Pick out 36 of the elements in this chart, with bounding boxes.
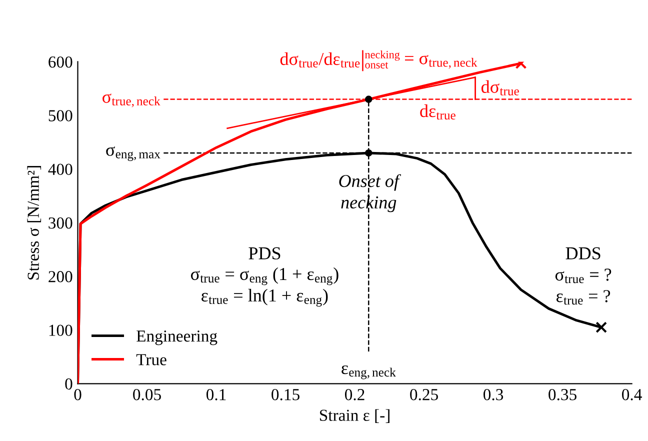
- text: necking: [365, 50, 400, 61]
- annotation: PDS: [248, 247, 280, 260]
- ref-line-label: σ$_{eng,max}$: [106, 146, 160, 161]
- annotation: dσ$_{true}$/dε$_{true}$: [280, 52, 360, 68]
- x-tick-label: 0.4: [622, 389, 642, 400]
- y-tick-label: 500: [48, 110, 72, 122]
- annotation: = σ$_{true,neck}$: [405, 54, 478, 69]
- y-tick-label: 600: [48, 56, 72, 68]
- x-tick-label: 0.15: [272, 389, 300, 400]
- legend-label: Engineering: [136, 330, 218, 346]
- annotation: ε$_{true}$ = ?: [556, 290, 610, 305]
- annotation: DDS: [566, 247, 600, 260]
- x-tick-label: 0.35: [548, 389, 576, 400]
- x-tick-label: 0.2: [345, 389, 364, 400]
- x-tick-label: 0.3: [484, 389, 504, 400]
- x-tick-label: 0.1: [206, 389, 226, 400]
- annotation: σ$_{true}$ = ?: [555, 268, 612, 284]
- x-axis-title: Strain ε [-]: [320, 409, 390, 423]
- x-tick-label: 0.05: [133, 389, 161, 400]
- legend-label: True: [136, 354, 166, 366]
- y-tick-label: 400: [48, 164, 72, 175]
- y-tick-label: 0: [65, 378, 72, 390]
- y-axis-title: Stress σ [N/mm²]: [27, 166, 42, 280]
- y-tick-label: 200: [48, 271, 72, 282]
- y-tick-label: 300: [48, 217, 72, 229]
- x-tick-label: 0.25: [410, 389, 438, 400]
- ref-line-label: ε$_{eng,neck}$: [342, 365, 396, 380]
- annotation: dσ$_{true}$: [481, 80, 519, 96]
- ref-line-label: σ$_{true,neck}$: [102, 94, 160, 108]
- x-tick-label: 0: [74, 389, 82, 400]
- annotation: dε$_{true}$: [420, 104, 456, 120]
- annotation: onset: [365, 62, 388, 68]
- annotation: Onset of necking: [339, 174, 402, 212]
- annotation: σ$_{true}$ = σ$_{eng}$ (1 + ε$_{eng}$): [190, 267, 338, 286]
- y-tick-label: 100: [49, 324, 72, 336]
- annotation: ε$_{true}$ = ln(1 + ε$_{eng}$): [202, 288, 328, 307]
